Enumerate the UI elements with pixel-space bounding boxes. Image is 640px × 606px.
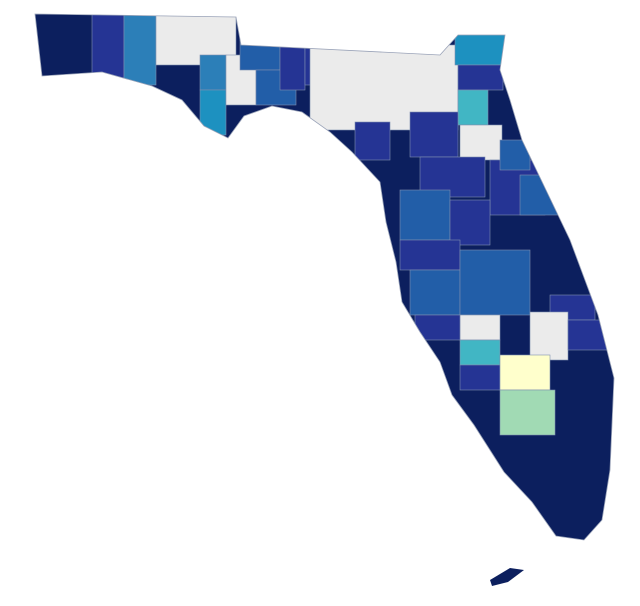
county (459, 314, 501, 341)
county (459, 364, 501, 391)
county (457, 64, 504, 91)
county (199, 89, 227, 136)
county (459, 124, 503, 161)
county (499, 354, 551, 391)
county (519, 174, 561, 216)
county (459, 339, 501, 366)
county (409, 111, 459, 158)
county (239, 39, 281, 71)
county (91, 14, 125, 81)
county (409, 269, 461, 316)
county (454, 29, 508, 66)
county (457, 89, 489, 126)
county (399, 189, 451, 241)
county (123, 14, 157, 86)
keys (490, 568, 524, 586)
county (499, 139, 531, 171)
county (529, 311, 569, 361)
county (354, 121, 391, 161)
state-outline (34, 13, 615, 541)
county (414, 314, 461, 341)
county (199, 54, 227, 91)
county (449, 199, 491, 246)
county (459, 249, 531, 316)
county (399, 239, 461, 271)
county (567, 319, 614, 351)
county (499, 389, 556, 436)
